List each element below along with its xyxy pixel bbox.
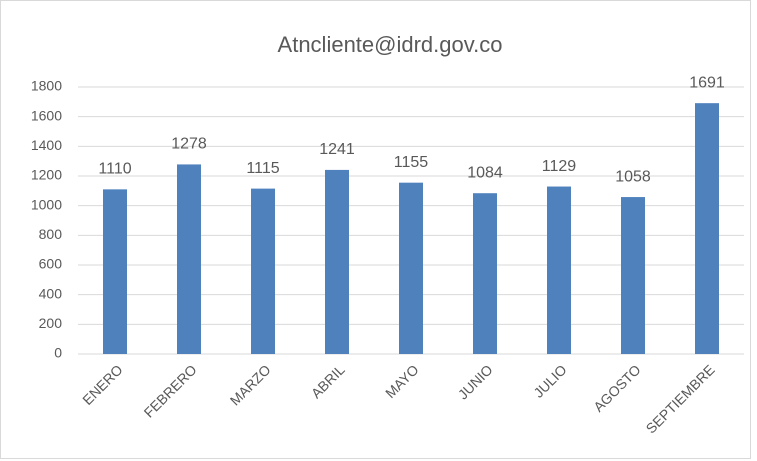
bar (399, 182, 423, 354)
y-tick-label: 800 (39, 226, 63, 242)
bar (177, 164, 201, 354)
bar (103, 189, 127, 354)
data-label: 1084 (467, 164, 503, 181)
data-label: 1110 (98, 161, 131, 178)
data-label: 1691 (689, 74, 725, 91)
y-tick-label: 1600 (31, 107, 62, 123)
data-label: 1129 (542, 158, 577, 175)
y-tick-label: 400 (39, 285, 63, 301)
y-tick-label: 1200 (31, 167, 62, 183)
y-tick-label: 0 (54, 345, 62, 361)
data-label: 1241 (319, 141, 355, 158)
bar (695, 103, 719, 354)
bar (621, 197, 645, 354)
y-tick-label: 1800 (31, 78, 62, 94)
data-label: 1155 (394, 154, 429, 171)
y-tick-label: 1400 (31, 137, 62, 153)
y-tick-label: 200 (39, 315, 63, 331)
bar (473, 193, 497, 354)
data-label: 1278 (171, 136, 207, 153)
data-label: 1058 (615, 168, 651, 185)
chart-title: Atncliente@idrd.gov.co (278, 32, 503, 57)
bar (251, 188, 275, 354)
y-tick-label: 1000 (31, 196, 62, 212)
bar (547, 186, 571, 354)
data-label: 1115 (246, 160, 279, 177)
y-tick-label: 600 (39, 256, 63, 272)
bar (325, 169, 349, 354)
